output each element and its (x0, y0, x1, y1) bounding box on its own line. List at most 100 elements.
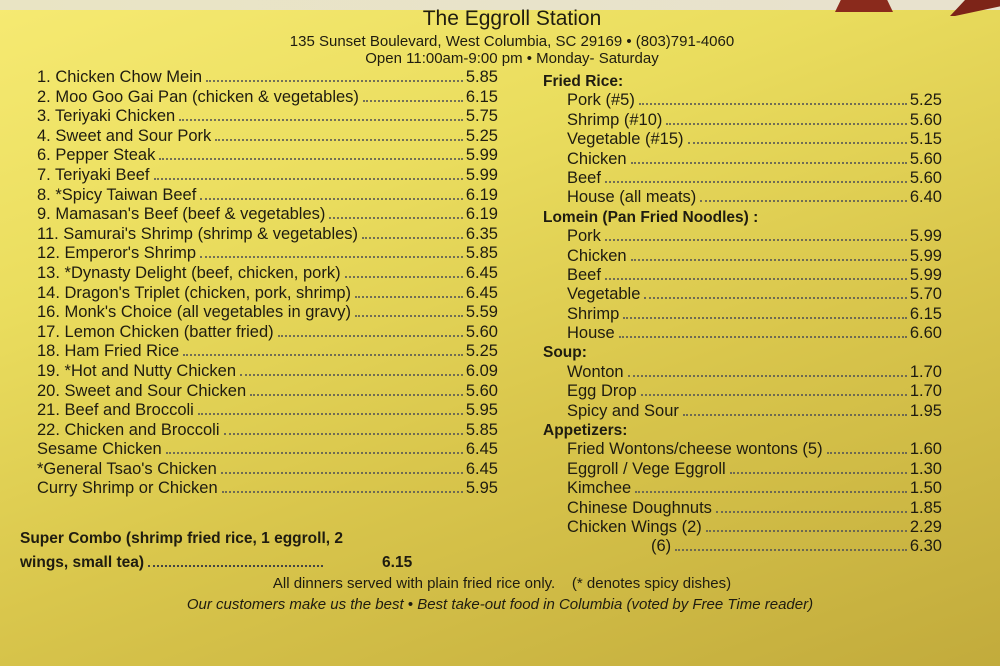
menu-item-price: 1.50 (909, 479, 942, 498)
menu-item: 14. Dragon's Triplet (chicken, pork, shr… (37, 284, 498, 304)
dot-leader (638, 103, 907, 106)
menu-item: 17. Lemon Chicken (batter fried) 5.60 (37, 323, 498, 343)
menu-item: 13. *Dynasty Delight (beef, chicken, por… (37, 264, 498, 284)
menu-item: Wonton 1.70 (543, 363, 942, 382)
menu-item-name: 7. Teriyaki Beef (37, 165, 150, 184)
dot-leader (705, 529, 907, 532)
menu-item-price: 5.60 (465, 322, 498, 341)
menu-item: Chicken Wings (2) 2.29 (543, 518, 942, 537)
menu-item-price: 5.85 (465, 244, 498, 263)
dot-leader (250, 393, 463, 396)
menu-item-price: 5.99 (465, 146, 498, 165)
menu-item: Curry Shrimp or Chicken 5.95 (37, 479, 498, 499)
menu-item-name: Fried Wontons/cheese wontons (5) (567, 440, 823, 459)
dot-leader (715, 510, 907, 513)
menu-item-price: 6.30 (909, 537, 942, 556)
dot-leader (682, 413, 907, 416)
menu-item: House (all meats) 6.40 (543, 188, 942, 207)
menu-item: Beef 5.99 (543, 266, 942, 285)
dot-leader (344, 275, 463, 278)
menu-item-name: Shrimp (#10) (567, 110, 663, 129)
menu-item-name: 17. Lemon Chicken (batter fried) (37, 322, 274, 341)
opening-hours: Open 11:00am-9:00 pm • Monday- Saturday (365, 50, 659, 67)
dot-leader (604, 239, 907, 242)
section-heading: Appetizers: (543, 422, 628, 440)
dot-leader (729, 471, 907, 474)
menu-item: 8. *Spicy Taiwan Beef 6.19 (37, 186, 498, 206)
menu-item: 19. *Hot and Nutty Chicken 6.09 (37, 362, 498, 382)
menu-item: Spicy and Sour 1.95 (543, 402, 942, 421)
menu-item-name: Chicken (567, 149, 627, 168)
menu-item: (6) 6.30 (543, 537, 942, 556)
menu-item-name: 2. Moo Goo Gai Pan (chicken & vegetables… (37, 87, 359, 106)
background-decoration (835, 0, 893, 12)
dot-leader (183, 354, 463, 357)
menu-item-name: 8. *Spicy Taiwan Beef (37, 185, 197, 204)
menu-item: 2. Moo Goo Gai Pan (chicken & vegetables… (37, 88, 498, 108)
dot-leader (635, 491, 907, 494)
menu-item-price: 6.40 (909, 188, 942, 207)
dot-leader (215, 138, 463, 141)
menu-item-name: Eggroll / Vege Eggroll (567, 459, 726, 478)
restaurant-name: The Eggroll Station (422, 7, 602, 30)
dot-leader (220, 471, 463, 474)
menu-item-price: 1.95 (909, 401, 942, 420)
dot-leader (675, 549, 907, 552)
dot-leader (153, 177, 463, 180)
menu-item-price: 6.45 (465, 440, 498, 459)
menu-item-name: 18. Ham Fried Rice (37, 342, 180, 361)
menu-item: 6. Pepper Steak 5.99 (37, 146, 498, 166)
dot-leader (623, 316, 907, 319)
menu-item-price: 5.85 (465, 68, 498, 86)
dot-leader (240, 373, 463, 376)
menu-item-price: 5.99 (909, 265, 942, 284)
menu-item: Chinese Doughnuts 1.85 (543, 499, 942, 518)
menu-item: 11. Samurai's Shrimp (shrimp & vegetable… (37, 225, 498, 245)
menu-item-price: 5.60 (909, 168, 942, 187)
menu-item: Vegetable 5.70 (543, 285, 942, 304)
menu-item: 21. Beef and Broccoli 5.95 (37, 401, 498, 421)
dot-leader (179, 119, 463, 122)
menu-item-name: House (567, 324, 615, 343)
dot-leader (362, 99, 463, 102)
menu-item: *General Tsao's Chicken 6.45 (37, 460, 498, 480)
menu-item-price: 1.60 (909, 440, 942, 459)
dot-leader (200, 197, 463, 200)
menu-item-price: 5.60 (465, 381, 498, 400)
menu-item-name: Vegetable (567, 285, 641, 304)
menu-item-name: Vegetable (#15) (567, 130, 684, 149)
menu-item-name: 13. *Dynasty Delight (beef, chicken, por… (37, 263, 341, 282)
menu-item-price: 5.25 (465, 342, 498, 361)
menu-item-name: Beef (567, 168, 601, 187)
menu-item-price: 1.70 (909, 382, 942, 401)
menu-item-price: 5.60 (909, 110, 942, 129)
menu-item-price: 6.15 (909, 304, 942, 323)
dot-leader (159, 158, 463, 161)
dot-leader (223, 432, 463, 435)
section-heading: Fried Rice: (543, 73, 624, 90)
menu-item: Sesame Chicken 6.45 (37, 440, 498, 460)
menu-item: House 6.60 (543, 324, 942, 343)
super-combo-line1: Super Combo (shrimp fried rice, 1 eggrol… (20, 530, 343, 547)
menu-item-name: Kimchee (567, 479, 632, 498)
menu-item-price: 5.60 (909, 149, 942, 168)
dot-leader (826, 452, 907, 455)
menu-item-name: Egg Drop (567, 382, 637, 401)
menu-item-price: 5.75 (465, 107, 498, 126)
menu-item: Chicken 5.60 (543, 150, 942, 169)
dot-leader (355, 295, 463, 298)
menu-item-price: 5.59 (465, 303, 498, 322)
menu-item: Chicken 5.99 (543, 247, 942, 266)
dot-leader (221, 491, 463, 494)
menu-item-price: 1.70 (909, 362, 942, 381)
dinner-list: 1. Chicken Chow Mein 5.85 2. Moo Goo Gai P… (37, 68, 498, 499)
dot-leader (666, 122, 907, 125)
dot-leader (618, 336, 907, 339)
dot-leader (277, 334, 463, 337)
dot-leader (640, 394, 907, 397)
dot-leader (355, 315, 463, 318)
menu-item-price: 6.45 (465, 283, 498, 302)
menu-item-price: 5.25 (909, 91, 942, 110)
background-table-edge (0, 0, 1000, 10)
menu-item-price: 5.99 (465, 165, 498, 184)
